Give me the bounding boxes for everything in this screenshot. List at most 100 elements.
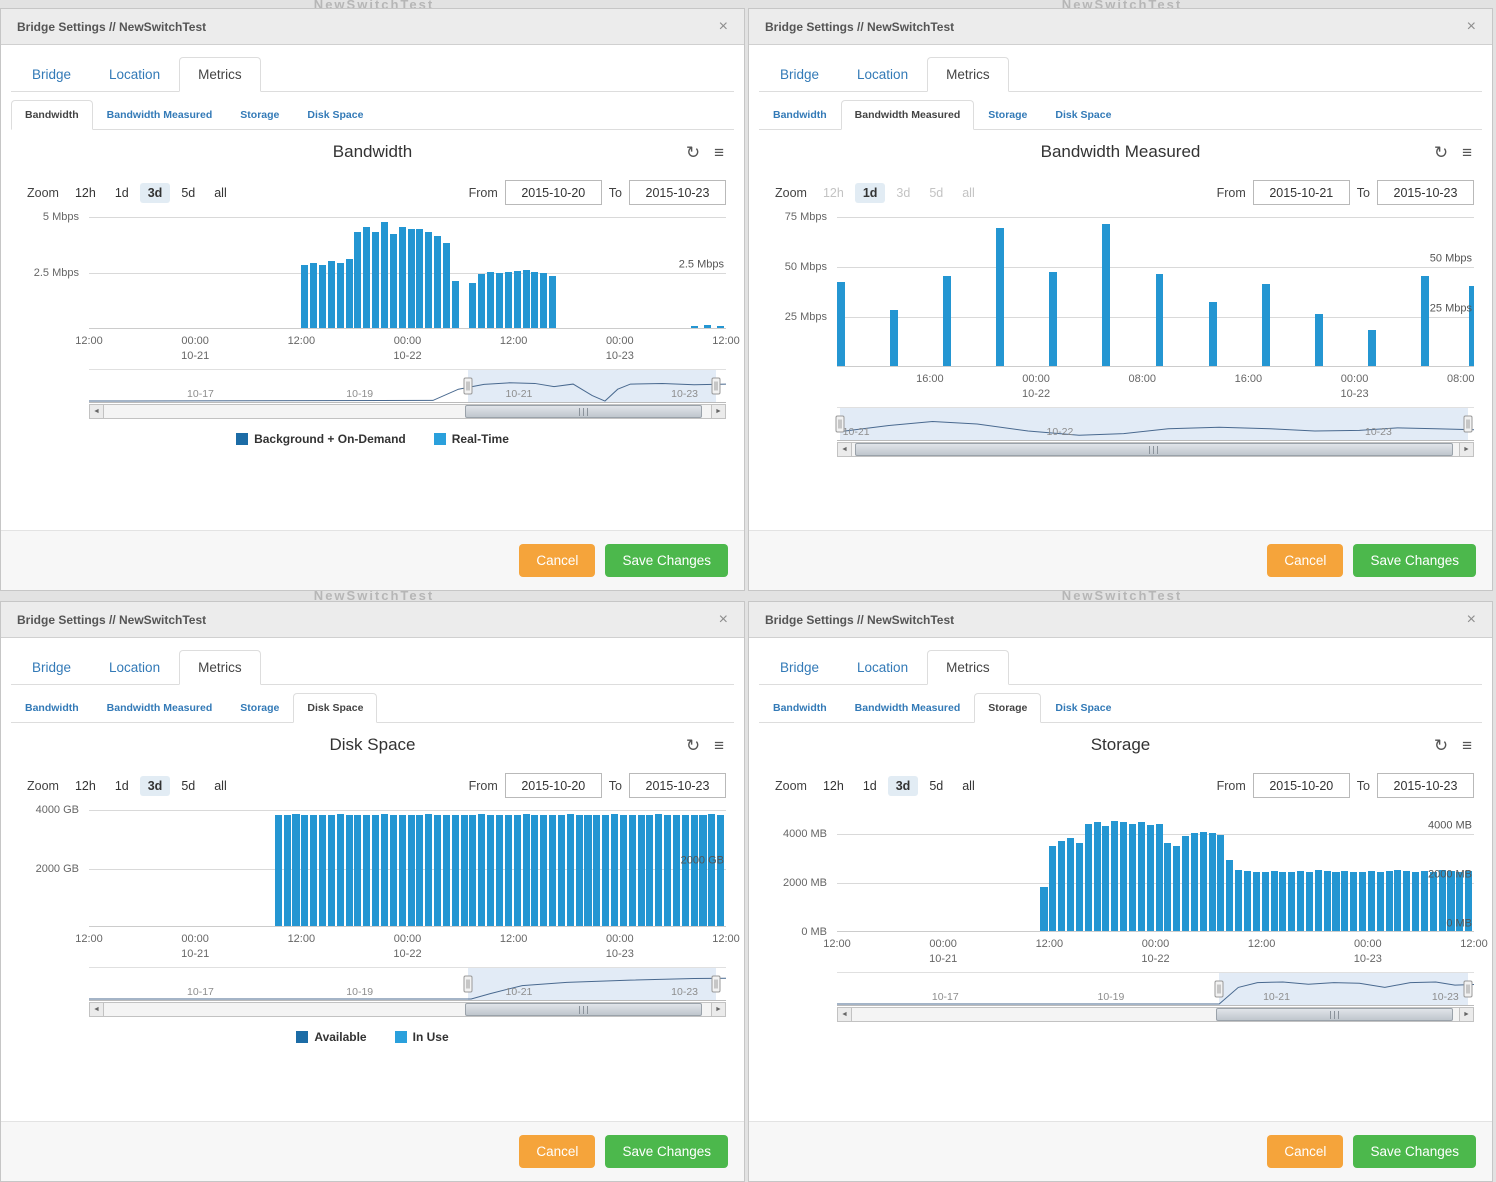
zoom-12h-button[interactable]: 12h bbox=[74, 185, 96, 200]
subtab-bandwidth[interactable]: Bandwidth bbox=[773, 702, 827, 714]
zoom-3d-button[interactable]: 3d bbox=[139, 775, 171, 796]
scrollbar[interactable]: ◄ ► bbox=[89, 404, 726, 419]
navigator-handle[interactable] bbox=[1463, 980, 1473, 998]
subtab-storage[interactable]: Storage bbox=[240, 109, 280, 121]
scrollbar-track[interactable] bbox=[852, 442, 1459, 457]
tab-metrics[interactable]: Metrics bbox=[179, 57, 261, 92]
zoom-5d-button[interactable]: 5d bbox=[181, 185, 196, 200]
scrollbar-thumb[interactable] bbox=[465, 405, 702, 418]
legend-item[interactable]: Background + On-Demand bbox=[236, 432, 406, 446]
navigator-handle[interactable] bbox=[711, 975, 721, 993]
legend-item[interactable]: In Use bbox=[394, 1030, 449, 1044]
zoom-12h-button[interactable]: 12h bbox=[822, 778, 844, 793]
legend-item[interactable]: Available bbox=[296, 1030, 367, 1044]
navigator-selection[interactable] bbox=[468, 370, 717, 402]
zoom-all-button[interactable]: all bbox=[962, 778, 975, 793]
save-button[interactable]: Save Changes bbox=[605, 544, 728, 577]
zoom-3d-button[interactable]: 3d bbox=[896, 185, 911, 200]
scrollbar-thumb[interactable] bbox=[1216, 1008, 1453, 1021]
tab-bridge[interactable]: Bridge bbox=[780, 660, 820, 675]
scroll-left-icon[interactable]: ◄ bbox=[837, 1007, 852, 1022]
navigator-handle[interactable] bbox=[1214, 980, 1224, 998]
close-icon[interactable]: × bbox=[718, 610, 728, 628]
from-date-input[interactable] bbox=[1252, 180, 1350, 205]
refresh-icon[interactable]: ↻ bbox=[685, 143, 701, 162]
cancel-button[interactable]: Cancel bbox=[519, 1135, 596, 1168]
zoom-all-button[interactable]: all bbox=[962, 185, 975, 200]
tab-location[interactable]: Location bbox=[857, 660, 909, 675]
subtab-disk-space[interactable]: Disk Space bbox=[293, 693, 378, 723]
subtab-bandwidth-measured[interactable]: Bandwidth Measured bbox=[840, 100, 975, 130]
zoom-all-button[interactable]: all bbox=[214, 185, 227, 200]
zoom-3d-button[interactable]: 3d bbox=[139, 182, 171, 203]
zoom-1d-button[interactable]: 1d bbox=[114, 778, 129, 793]
zoom-5d-button[interactable]: 5d bbox=[929, 185, 944, 200]
zoom-12h-button[interactable]: 12h bbox=[74, 778, 96, 793]
scrollbar-track[interactable] bbox=[104, 1002, 711, 1017]
subtab-bandwidth-measured[interactable]: Bandwidth Measured bbox=[106, 702, 213, 714]
zoom-1d-button[interactable]: 1d bbox=[114, 185, 129, 200]
scrollbar[interactable]: ◄ ► bbox=[89, 1002, 726, 1017]
scrollbar[interactable]: ◄ ► bbox=[837, 1007, 1474, 1022]
zoom-5d-button[interactable]: 5d bbox=[181, 778, 196, 793]
context-menu-icon[interactable]: ≡ bbox=[714, 736, 724, 755]
scrollbar-thumb[interactable] bbox=[855, 443, 1453, 456]
context-menu-icon[interactable]: ≡ bbox=[1462, 143, 1472, 162]
scrollbar-thumb[interactable] bbox=[465, 1003, 702, 1016]
close-icon[interactable]: × bbox=[1466, 17, 1476, 35]
scroll-left-icon[interactable]: ◄ bbox=[837, 442, 852, 457]
subtab-storage[interactable]: Storage bbox=[974, 693, 1042, 723]
navigator-selection[interactable] bbox=[1219, 973, 1468, 1005]
scrollbar-track[interactable] bbox=[852, 1007, 1459, 1022]
zoom-1d-button[interactable]: 1d bbox=[862, 778, 877, 793]
zoom-all-button[interactable]: all bbox=[214, 778, 227, 793]
navigator-handle[interactable] bbox=[1463, 415, 1473, 433]
navigator-selection[interactable] bbox=[468, 968, 717, 1000]
zoom-1d-button[interactable]: 1d bbox=[854, 182, 886, 203]
save-button[interactable]: Save Changes bbox=[1353, 1135, 1476, 1168]
subtab-bandwidth[interactable]: Bandwidth bbox=[11, 100, 93, 130]
scroll-right-icon[interactable]: ► bbox=[711, 404, 726, 419]
navigator-handle[interactable] bbox=[463, 377, 473, 395]
subtab-storage[interactable]: Storage bbox=[240, 702, 280, 714]
legend-item[interactable]: Real-Time bbox=[433, 432, 509, 446]
subtab-bandwidth[interactable]: Bandwidth bbox=[773, 109, 827, 121]
to-date-input[interactable] bbox=[1377, 180, 1474, 205]
subtab-disk-space[interactable]: Disk Space bbox=[307, 109, 364, 121]
zoom-12h-button[interactable]: 12h bbox=[822, 185, 844, 200]
subtab-bandwidth-measured[interactable]: Bandwidth Measured bbox=[854, 702, 961, 714]
scroll-left-icon[interactable]: ◄ bbox=[89, 1002, 104, 1017]
subtab-storage[interactable]: Storage bbox=[988, 109, 1028, 121]
to-date-input[interactable] bbox=[629, 180, 726, 205]
save-button[interactable]: Save Changes bbox=[1353, 544, 1476, 577]
to-date-input[interactable] bbox=[629, 773, 726, 798]
navigator[interactable]: 10-17 10-19 10-21 10-23 bbox=[837, 972, 1474, 1006]
from-date-input[interactable] bbox=[1252, 773, 1350, 798]
refresh-icon[interactable]: ↻ bbox=[1433, 736, 1449, 755]
navigator-handle[interactable] bbox=[711, 377, 721, 395]
refresh-icon[interactable]: ↻ bbox=[1433, 143, 1449, 162]
scroll-right-icon[interactable]: ► bbox=[711, 1002, 726, 1017]
subtab-bandwidth[interactable]: Bandwidth bbox=[25, 702, 79, 714]
navigator[interactable]: 10-17 10-19 10-21 10-23 bbox=[89, 369, 726, 403]
tab-location[interactable]: Location bbox=[857, 67, 909, 82]
close-icon[interactable]: × bbox=[1466, 610, 1476, 628]
scroll-right-icon[interactable]: ► bbox=[1459, 1007, 1474, 1022]
subtab-disk-space[interactable]: Disk Space bbox=[1055, 702, 1112, 714]
tab-metrics[interactable]: Metrics bbox=[927, 57, 1009, 92]
refresh-icon[interactable]: ↻ bbox=[685, 736, 701, 755]
cancel-button[interactable]: Cancel bbox=[1267, 1135, 1344, 1168]
cancel-button[interactable]: Cancel bbox=[1267, 544, 1344, 577]
close-icon[interactable]: × bbox=[718, 17, 728, 35]
scrollbar[interactable]: ◄ ► bbox=[837, 442, 1474, 457]
from-date-input[interactable] bbox=[504, 180, 602, 205]
to-date-input[interactable] bbox=[1377, 773, 1474, 798]
subtab-disk-space[interactable]: Disk Space bbox=[1055, 109, 1112, 121]
tab-bridge[interactable]: Bridge bbox=[32, 660, 72, 675]
tab-bridge[interactable]: Bridge bbox=[32, 67, 72, 82]
zoom-5d-button[interactable]: 5d bbox=[929, 778, 944, 793]
context-menu-icon[interactable]: ≡ bbox=[714, 143, 724, 162]
scroll-left-icon[interactable]: ◄ bbox=[89, 404, 104, 419]
tab-location[interactable]: Location bbox=[109, 67, 161, 82]
navigator[interactable]: 10-21 10-22 10-23 bbox=[835, 407, 1474, 441]
